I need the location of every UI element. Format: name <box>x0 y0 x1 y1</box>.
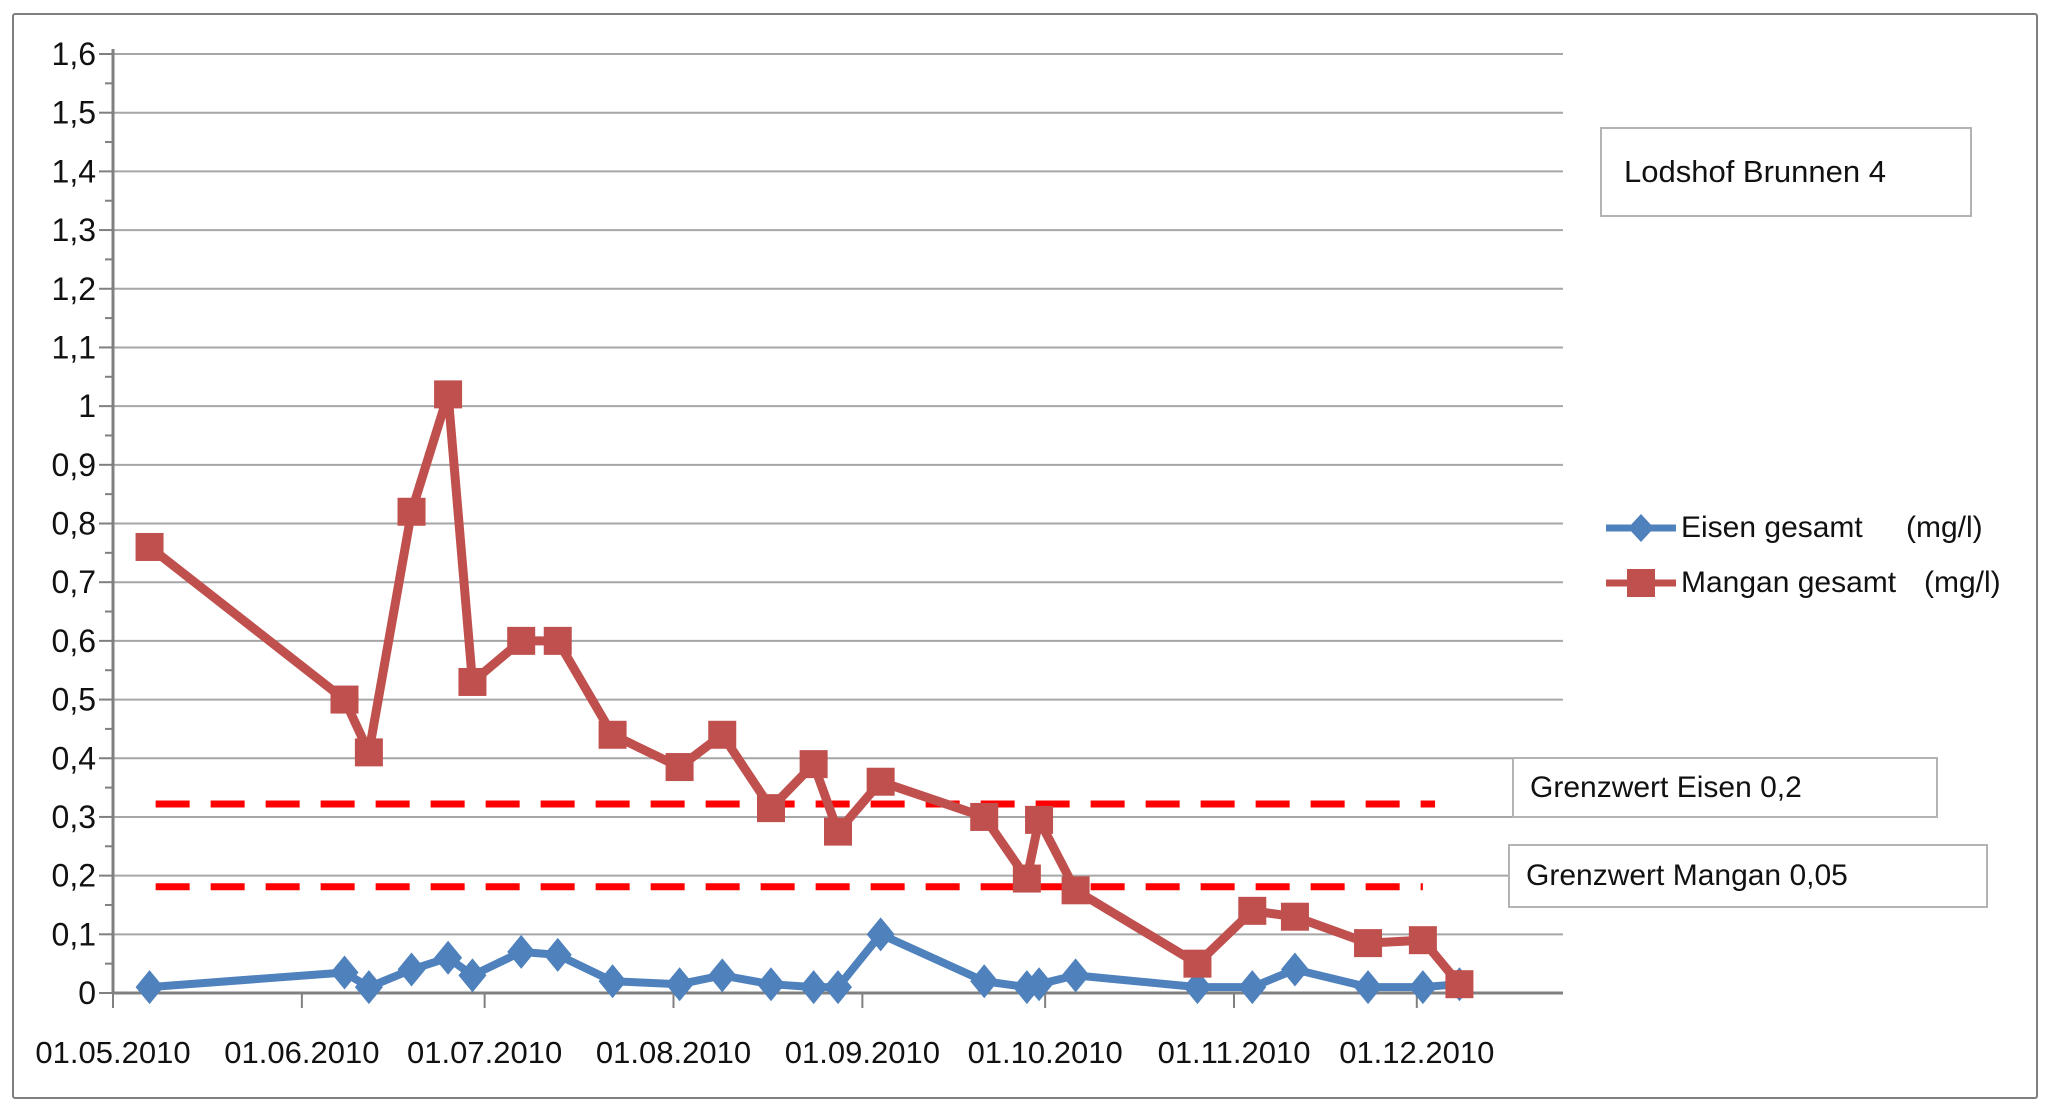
svg-text:0,9: 0,9 <box>52 447 96 483</box>
limit-label-box-eisen: Grenzwert Eisen 0,2 <box>1512 757 1938 818</box>
svg-text:0,5: 0,5 <box>52 682 96 718</box>
svg-text:1,5: 1,5 <box>52 95 96 131</box>
legend-unit-eisen: (mg/l) <box>1906 511 1983 544</box>
mangan-legend-marker-icon <box>1606 569 1676 597</box>
svg-text:0,4: 0,4 <box>52 740 96 776</box>
svg-text:01.05.2010: 01.05.2010 <box>35 1035 190 1070</box>
svg-text:0,1: 0,1 <box>52 916 96 952</box>
limit-label-box-mangan: Grenzwert Mangan 0,05 <box>1508 844 1988 908</box>
svg-text:0: 0 <box>78 975 96 1011</box>
svg-text:1: 1 <box>78 388 96 424</box>
svg-text:01.10.2010: 01.10.2010 <box>968 1035 1123 1070</box>
legend-item-eisen: Eisen gesamt (mg/l) <box>1606 510 2046 546</box>
svg-text:0,6: 0,6 <box>52 623 96 659</box>
chart-title: Lodshof Brunnen 4 <box>1624 154 1886 189</box>
svg-text:01.11.2010: 01.11.2010 <box>1158 1035 1311 1070</box>
limit-label-mangan: Grenzwert Mangan 0,05 <box>1526 859 1848 892</box>
svg-text:1,2: 1,2 <box>52 271 96 307</box>
chart-title-box: Lodshof Brunnen 4 <box>1600 127 1972 217</box>
svg-text:01.09.2010: 01.09.2010 <box>785 1035 940 1070</box>
svg-text:01.06.2010: 01.06.2010 <box>224 1035 379 1070</box>
svg-text:1,3: 1,3 <box>52 212 96 248</box>
legend-unit-mangan: (mg/l) <box>1924 566 2001 599</box>
svg-text:01.07.2010: 01.07.2010 <box>407 1035 562 1070</box>
eisen-legend-marker-icon <box>1606 514 1676 542</box>
svg-text:01.12.2010: 01.12.2010 <box>1339 1035 1494 1070</box>
svg-text:0,3: 0,3 <box>52 799 96 835</box>
svg-text:0,8: 0,8 <box>52 506 96 542</box>
svg-text:0,7: 0,7 <box>52 564 96 600</box>
svg-text:1,4: 1,4 <box>52 153 96 189</box>
svg-text:0,2: 0,2 <box>52 858 96 894</box>
svg-text:1,1: 1,1 <box>52 329 96 365</box>
legend-item-mangan: Mangan gesamt (mg/l) <box>1606 565 2046 601</box>
legend-label-mangan: Mangan gesamt <box>1681 566 1897 599</box>
svg-text:01.08.2010: 01.08.2010 <box>596 1035 751 1070</box>
limit-label-eisen: Grenzwert Eisen 0,2 <box>1530 770 1802 804</box>
svg-text:1,6: 1,6 <box>52 36 96 72</box>
legend-label-eisen: Eisen gesamt <box>1681 511 1863 544</box>
